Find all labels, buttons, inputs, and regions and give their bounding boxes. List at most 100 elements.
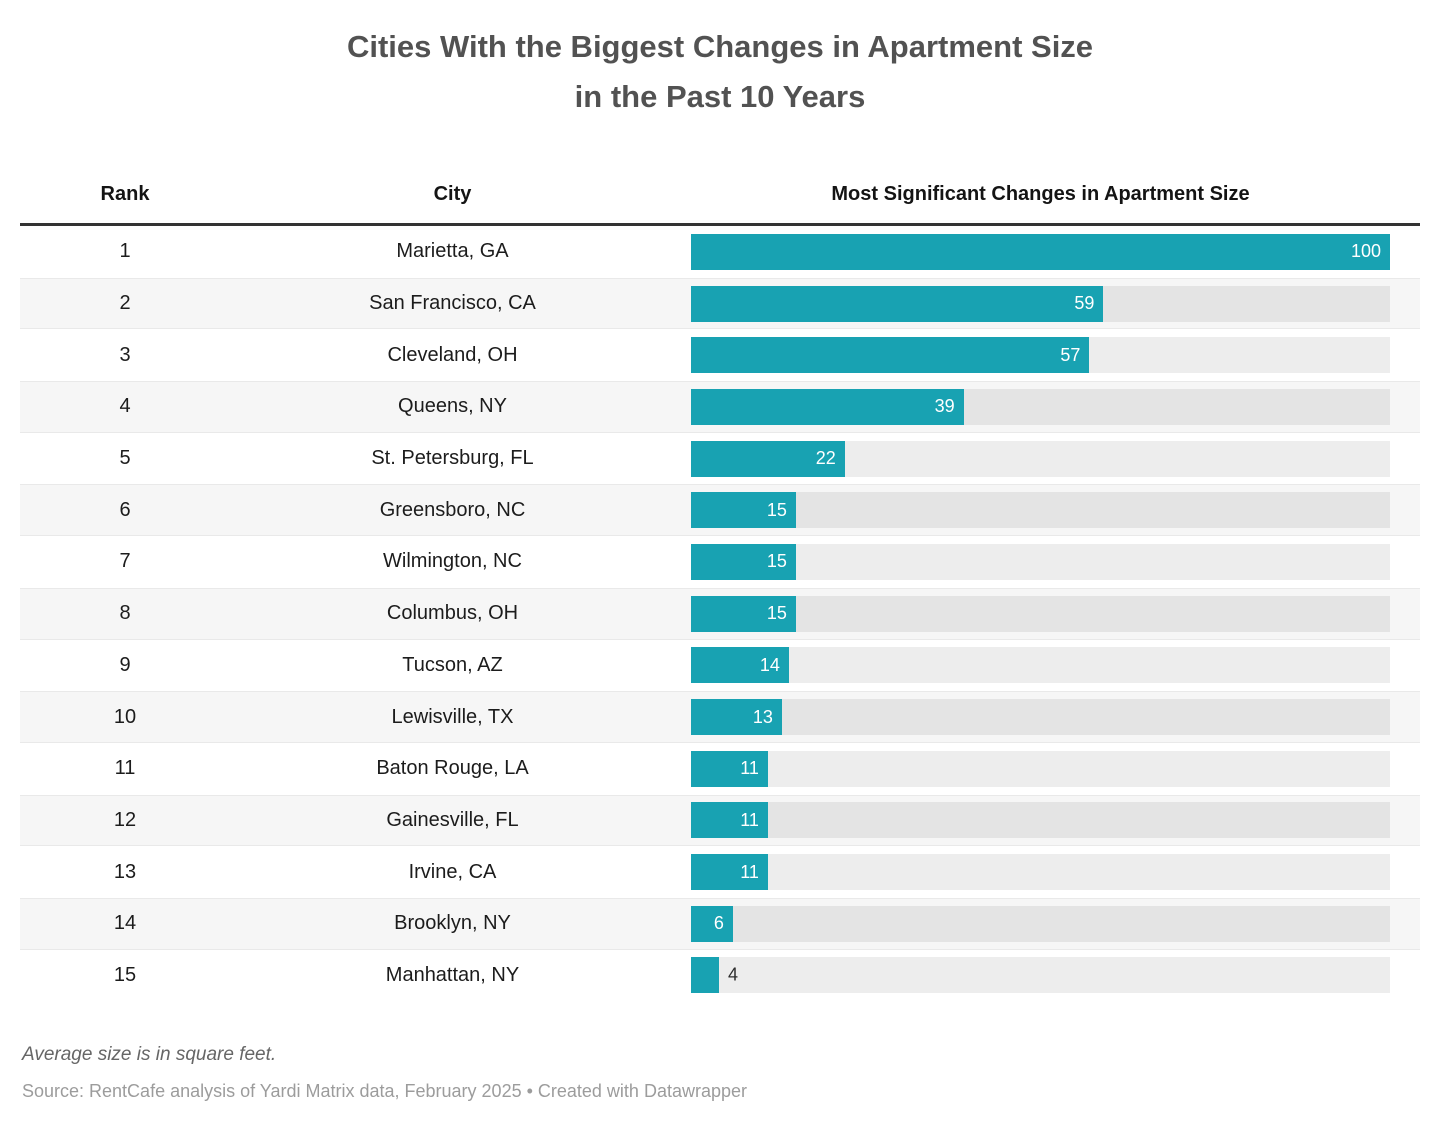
bar-value-label: 15 [766,551,787,572]
column-header-changes: Most Significant Changes in Apartment Si… [831,183,1250,205]
city-cell: Manhattan, NY [385,963,520,986]
chart-title-line2: in the Past 10 Years [574,79,866,114]
chart-title: Cities With the Biggest Changes in Apart… [0,0,1440,122]
table-row: 4 Queens, NY 39 [20,381,1420,433]
value-bar: 15 [691,543,796,580]
chart-source: Source: RentCafe analysis of Yardi Matri… [22,1081,747,1102]
bar-track: 11 [691,854,1390,891]
city-cell: Irvine, CA [408,860,497,883]
value-bar: 15 [691,492,796,529]
bar-cell: 100 [675,233,1420,270]
table-row: 6 Greensboro, NC 15 [20,484,1420,537]
bar-cell: 59 [675,285,1420,322]
chart-note: Average size is in square feet. [22,1044,277,1066]
column-header-rank: Rank [100,183,150,205]
bar-value-label: 15 [766,603,787,624]
bar-track: 100 [691,233,1390,270]
bar-track: 13 [691,699,1390,736]
table-row: 12 Gainesville, FL 11 [20,794,1420,847]
rank-cell: 10 [113,705,137,728]
rank-cell: 13 [113,860,137,883]
bar-value-label: 59 [1074,293,1095,314]
chart-footer: Average size is in square feet. Source: … [22,1042,1418,1103]
table-row: 13 Irvine, CA 11 [20,846,1420,898]
value-bar: 14 [691,647,789,684]
bar-value-label: 11 [740,809,759,830]
table-row: 14 Brooklyn, NY 6 [20,897,1420,950]
bar-cell: 11 [675,854,1420,891]
bar-track: 15 [691,492,1390,529]
table-row: 7 Wilmington, NC 15 [20,536,1420,588]
rank-cell: 5 [119,447,131,470]
value-bar: 39 [691,388,964,425]
bar-value-label: 11 [740,861,759,882]
bar-cell: 15 [675,595,1420,632]
table-row: 1 Marietta, GA 100 [20,226,1420,278]
bar-value-label: 14 [759,654,780,675]
bar-track: 39 [691,388,1390,425]
city-cell: Baton Rouge, LA [376,757,529,780]
bar-track: 11 [691,750,1390,787]
rank-cell: 14 [113,912,137,935]
city-cell: Gainesville, FL [386,808,519,831]
value-bar: 11 [691,750,768,787]
bar-cell: 4 [675,957,1420,994]
rank-cell: 6 [119,498,131,521]
rank-cell: 12 [113,808,137,831]
rank-cell: 8 [119,602,131,625]
city-cell: Brooklyn, NY [394,912,511,935]
value-bar: 59 [691,285,1104,322]
table-row: 3 Cleveland, OH 57 [20,329,1420,381]
rank-cell: 2 [119,292,131,315]
city-cell: Columbus, OH [386,602,519,625]
value-bar [691,957,719,994]
city-cell: Marietta, GA [396,240,509,263]
city-cell: Lewisville, TX [391,705,514,728]
table-row: 15 Manhattan, NY 4 [20,950,1420,1002]
bar-track: 15 [691,543,1390,580]
bar-value-label: 39 [934,396,955,417]
bar-track: 14 [691,647,1390,684]
rank-cell: 3 [119,343,131,366]
table-row: 2 San Francisco, CA 59 [20,277,1420,330]
city-cell: Greensboro, NC [379,498,526,521]
rank-cell: 4 [119,395,131,418]
bar-cell: 15 [675,543,1420,580]
rank-cell: 7 [119,550,131,573]
city-cell: St. Petersburg, FL [371,447,534,470]
column-header-city: City [433,183,472,205]
table-row: 5 St. Petersburg, FL 22 [20,433,1420,485]
rank-cell: 1 [119,240,131,263]
bar-cell: 57 [675,337,1420,374]
table-row: 9 Tucson, AZ 14 [20,640,1420,692]
rank-cell: 15 [113,963,137,986]
bar-cell: 11 [675,750,1420,787]
bar-cell: 6 [675,905,1420,942]
bar-track: 59 [691,285,1390,322]
bar-track: 6 [691,905,1390,942]
bar-chart-table: Rank City Most Significant Changes in Ap… [20,166,1420,1001]
bar-track: 57 [691,337,1390,374]
rank-cell: 9 [119,653,131,676]
value-bar: 11 [691,802,768,839]
bar-cell: 15 [675,492,1420,529]
bar-value-label: 100 [1350,241,1381,262]
table-header-row: Rank City Most Significant Changes in Ap… [20,166,1420,226]
bar-cell: 22 [675,440,1420,477]
table-row: 11 Baton Rouge, LA 11 [20,743,1420,795]
city-cell: San Francisco, CA [369,292,536,315]
value-bar: 15 [691,595,796,632]
city-cell: Tucson, AZ [402,653,503,676]
bar-value-label: 22 [815,448,836,469]
table-row: 10 Lewisville, TX 13 [20,691,1420,743]
bar-track: 22 [691,440,1390,477]
bar-value-label: 15 [766,499,787,520]
bar-cell: 14 [675,647,1420,684]
bar-value-label: 4 [727,964,738,985]
bar-value-label: 57 [1060,344,1081,365]
city-cell: Wilmington, NC [383,550,522,573]
value-bar: 57 [691,337,1090,374]
bar-value-label: 11 [740,758,759,779]
value-bar: 13 [691,699,782,736]
